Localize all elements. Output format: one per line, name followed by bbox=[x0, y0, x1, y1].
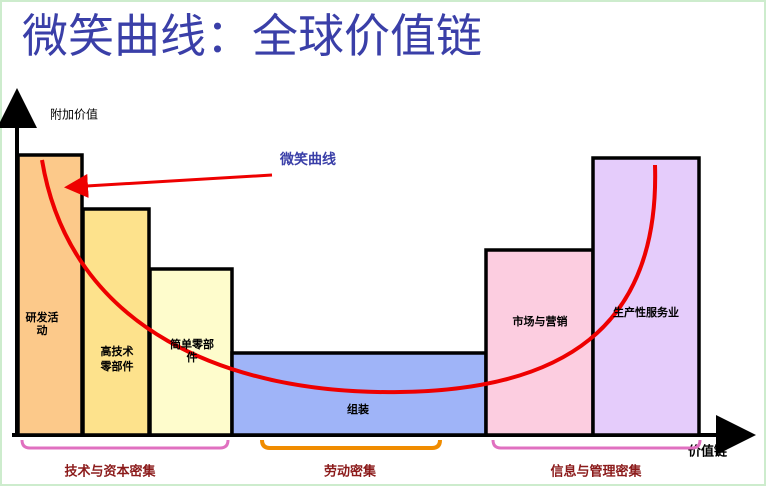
bar-label: 件 bbox=[187, 350, 198, 364]
group-label: 技术与资本密集 bbox=[64, 464, 156, 480]
title: 微笑曲线：全球价值链 bbox=[22, 9, 482, 63]
bar-label: 动 bbox=[37, 323, 48, 337]
bar-label: 研发活 bbox=[26, 310, 59, 324]
bar-label: 组装 bbox=[347, 402, 369, 416]
bar-label: 生产性服务业 bbox=[613, 305, 679, 319]
smile-curve bbox=[40, 159, 658, 395]
group-bracket bbox=[20, 439, 230, 450]
bar bbox=[591, 156, 701, 437]
bar bbox=[230, 351, 488, 437]
curve-label: 微笑曲线 bbox=[279, 151, 336, 168]
bar-label: 简单零部 bbox=[170, 337, 214, 351]
bar-label: 高技术 bbox=[101, 344, 134, 358]
x-axis-label: 价值链 bbox=[688, 444, 728, 460]
bar-label: 市场与营销 bbox=[513, 314, 568, 328]
curve-pointer bbox=[64, 173, 273, 198]
bar-label: 零部件 bbox=[100, 359, 134, 373]
bar bbox=[484, 248, 595, 437]
y-axis-label: 附加价值 bbox=[50, 107, 98, 122]
group-label: 信息与管理密集 bbox=[550, 464, 642, 480]
group-label: 劳动密集 bbox=[324, 464, 377, 480]
group-bracket bbox=[260, 439, 442, 450]
group-bracket bbox=[491, 439, 702, 450]
